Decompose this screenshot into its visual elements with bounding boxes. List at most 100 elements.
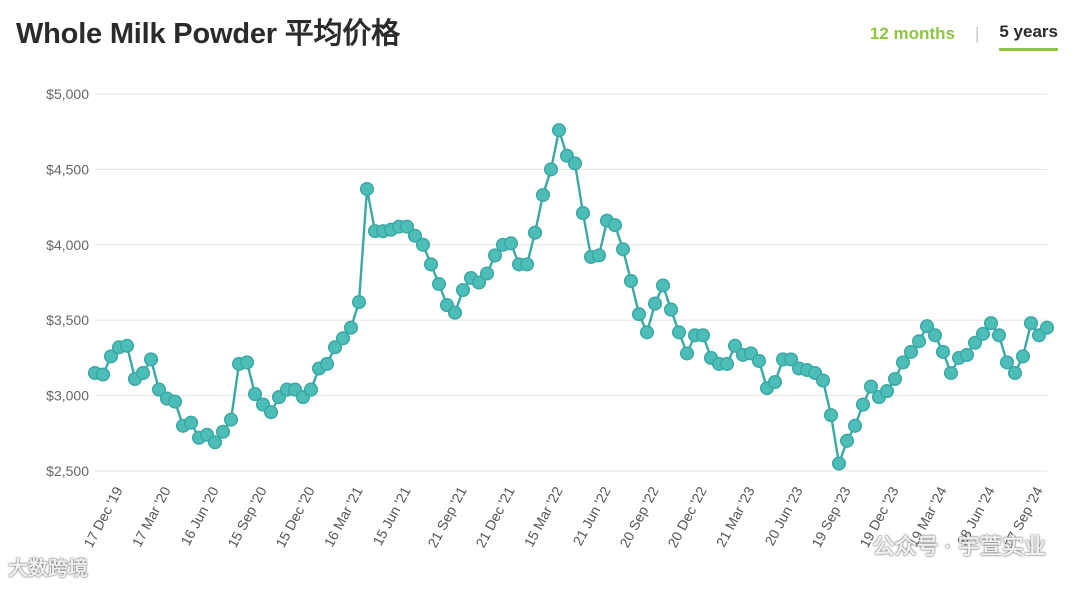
data-point[interactable] bbox=[95, 367, 111, 382]
data-point[interactable] bbox=[919, 319, 935, 334]
data-point[interactable] bbox=[647, 296, 663, 311]
data-point[interactable] bbox=[615, 242, 631, 257]
data-point[interactable] bbox=[935, 344, 951, 359]
data-point[interactable] bbox=[319, 356, 335, 371]
data-point[interactable] bbox=[751, 353, 767, 368]
data-point[interactable] bbox=[1007, 365, 1023, 381]
x-tick-label: 21 Sep '21 bbox=[424, 484, 469, 550]
time-range-tabs: 12 months | 5 years bbox=[870, 22, 1058, 51]
data-point[interactable] bbox=[247, 387, 263, 402]
x-tick-label: 20 Dec '22 bbox=[664, 484, 709, 550]
data-point[interactable] bbox=[575, 206, 591, 221]
data-point[interactable] bbox=[359, 181, 375, 197]
x-tick-label: 15 Dec '20 bbox=[272, 484, 317, 550]
data-point[interactable] bbox=[783, 352, 799, 367]
data-point[interactable] bbox=[519, 257, 535, 272]
data-point[interactable] bbox=[967, 335, 983, 350]
data-point[interactable] bbox=[639, 325, 655, 340]
data-point[interactable] bbox=[847, 418, 863, 433]
data-point[interactable] bbox=[767, 374, 783, 390]
data-point[interactable] bbox=[663, 302, 679, 317]
data-point[interactable] bbox=[543, 162, 559, 177]
data-point[interactable] bbox=[695, 328, 711, 343]
data-point[interactable] bbox=[679, 346, 695, 361]
data-point[interactable] bbox=[623, 273, 639, 289]
x-tick-label: 17 Mar '20 bbox=[129, 484, 174, 550]
data-point[interactable] bbox=[927, 328, 943, 343]
tab-separator: | bbox=[974, 23, 980, 43]
data-point[interactable] bbox=[991, 328, 1007, 343]
data-point[interactable] bbox=[631, 307, 647, 322]
tab-12-months[interactable]: 12 months bbox=[869, 23, 955, 43]
watermark-right: 公众号 · 宇萱实业 bbox=[872, 534, 1046, 559]
data-point[interactable] bbox=[567, 156, 583, 171]
data-point[interactable] bbox=[719, 356, 735, 371]
y-axis-labels: $5,000 $4,500 $4,000 $3,500 $3,000 $2,500 bbox=[46, 86, 89, 479]
data-point[interactable] bbox=[655, 278, 671, 293]
data-point[interactable] bbox=[415, 237, 431, 252]
data-point[interactable] bbox=[119, 338, 135, 353]
data-point[interactable] bbox=[943, 365, 959, 381]
data-point[interactable] bbox=[887, 371, 903, 387]
x-tick-label: 20 Sep '22 bbox=[616, 484, 661, 550]
data-point[interactable] bbox=[999, 355, 1015, 370]
data-point[interactable] bbox=[399, 219, 415, 234]
data-point[interactable] bbox=[143, 352, 159, 367]
data-point[interactable] bbox=[503, 236, 519, 251]
data-point[interactable] bbox=[479, 266, 495, 281]
data-point[interactable] bbox=[959, 347, 975, 362]
data-point[interactable] bbox=[855, 397, 871, 412]
data-point[interactable] bbox=[975, 326, 991, 341]
x-tick-label: 16 Mar '21 bbox=[321, 484, 366, 550]
data-point[interactable] bbox=[263, 405, 279, 420]
data-point[interactable] bbox=[879, 384, 895, 399]
data-point[interactable] bbox=[183, 415, 199, 430]
x-tick-label: 15 Mar '22 bbox=[521, 484, 566, 550]
data-point[interactable] bbox=[447, 305, 463, 320]
data-point[interactable] bbox=[207, 435, 223, 450]
data-point[interactable] bbox=[551, 123, 567, 138]
data-point[interactable] bbox=[471, 275, 487, 290]
data-point[interactable] bbox=[1015, 349, 1031, 364]
data-point[interactable] bbox=[607, 218, 623, 233]
x-tick-label: 15 Jun '21 bbox=[369, 484, 413, 548]
data-point[interactable] bbox=[527, 225, 543, 240]
data-point[interactable] bbox=[983, 316, 999, 331]
data-point[interactable] bbox=[351, 295, 367, 310]
x-tick-label: 20 Jun '23 bbox=[761, 484, 805, 548]
data-point[interactable] bbox=[327, 340, 343, 355]
data-point[interactable] bbox=[1039, 320, 1055, 335]
data-point[interactable] bbox=[535, 187, 551, 203]
data-point[interactable] bbox=[823, 408, 839, 423]
x-tick-label: 19 Sep '23 bbox=[808, 484, 853, 550]
data-point[interactable] bbox=[815, 373, 831, 388]
data-point[interactable] bbox=[591, 248, 607, 263]
data-point[interactable] bbox=[335, 331, 351, 346]
data-point[interactable] bbox=[343, 320, 359, 335]
data-point[interactable] bbox=[863, 379, 879, 394]
data-point[interactable] bbox=[431, 276, 447, 292]
y-tick-label: $5,000 bbox=[46, 86, 89, 102]
data-point[interactable] bbox=[903, 344, 919, 359]
data-point[interactable] bbox=[895, 355, 911, 370]
data-point[interactable] bbox=[135, 365, 151, 381]
data-point[interactable] bbox=[151, 382, 167, 397]
tab-5-years[interactable]: 5 years bbox=[999, 22, 1058, 51]
data-point[interactable] bbox=[167, 394, 183, 409]
data-point[interactable] bbox=[103, 349, 119, 364]
data-point[interactable] bbox=[423, 257, 439, 272]
data-point[interactable] bbox=[831, 456, 847, 471]
data-point[interactable] bbox=[303, 382, 319, 397]
data-point[interactable] bbox=[487, 248, 503, 263]
data-point[interactable] bbox=[671, 325, 687, 340]
data-point[interactable] bbox=[911, 334, 927, 349]
data-point[interactable] bbox=[455, 282, 471, 298]
data-point[interactable] bbox=[839, 433, 855, 448]
data-point[interactable] bbox=[223, 412, 239, 427]
data-point[interactable] bbox=[215, 424, 231, 439]
data-point[interactable] bbox=[407, 228, 423, 243]
data-point[interactable] bbox=[239, 355, 255, 370]
data-point[interactable] bbox=[1023, 316, 1039, 331]
data-point[interactable] bbox=[727, 338, 743, 353]
x-tick-label: 17 Dec '19 bbox=[80, 484, 125, 550]
